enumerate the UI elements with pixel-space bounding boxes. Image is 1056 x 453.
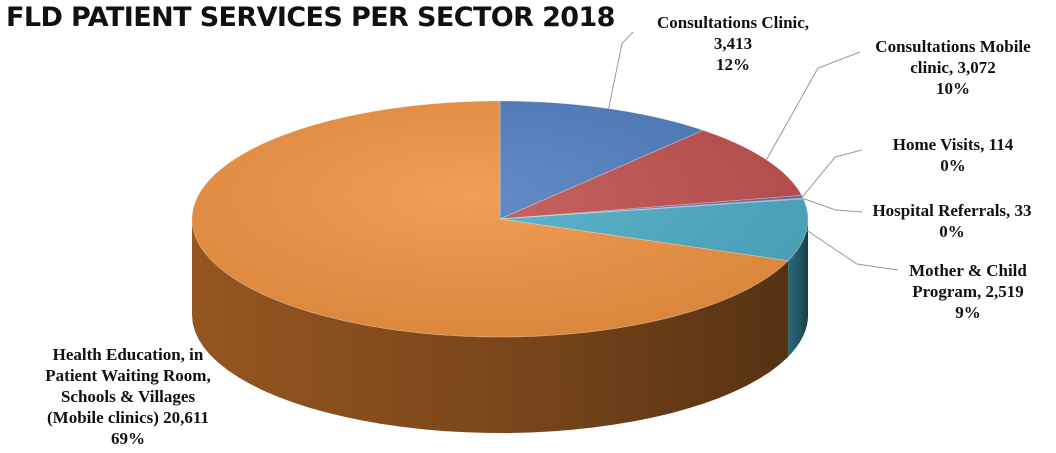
leader-line-consultations-mobile-clinic [765,51,861,161]
leader-line-home-visits [802,149,863,198]
pie-side-shade-health-education-in-patient-waiting-room-schools-villages-mobile-clinics [192,219,789,433]
chart-title: FLD PATIENT SERVICES PER SECTOR 2018 [6,2,615,33]
data-label-consultations-mobile-clinic: Consultations Mobile clinic, 3,072 10% [875,37,1031,98]
data-label-mother-child-program: Mother & Child Program, 2,519 9% [909,261,1027,322]
pie-tops [191,100,809,338]
pie-sides [192,219,808,433]
leader-line-consultations-clinic [608,31,634,109]
data-label-home-visits: Home Visits, 114 0% [892,135,1014,175]
leader-lines [608,31,899,271]
leader-line-hospital-referrals [803,198,863,213]
pie-top-gloss [192,101,808,337]
data-label-consultations-clinic: Consultations Clinic, 3,413 12% [656,13,810,74]
data-label-hospital-referrals: Hospital Referrals, 33 0% [872,201,1032,241]
data-label-health-education: Health Education, in Patient Waiting Roo… [45,345,211,448]
pie-side-shade-mother-child-program [788,219,808,357]
leader-line-mother-child-program [806,229,899,271]
